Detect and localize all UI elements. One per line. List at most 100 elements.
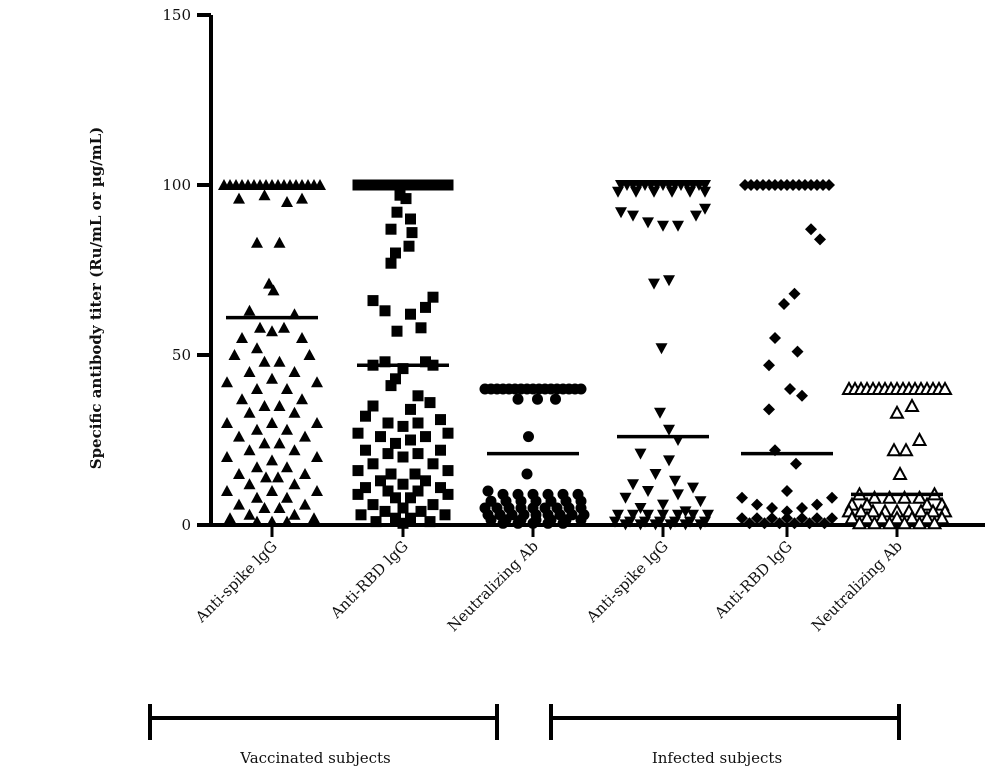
data-point [418, 179, 430, 191]
data-point [367, 499, 379, 511]
data-point [649, 469, 662, 480]
data-point [642, 217, 654, 229]
data-point [634, 519, 647, 531]
data-point [299, 468, 311, 479]
data-point [251, 236, 263, 248]
data-point [657, 499, 669, 511]
data-point [260, 471, 272, 483]
data-point [823, 179, 835, 191]
data-point [790, 457, 802, 470]
data-point [272, 471, 284, 483]
data-point [430, 179, 442, 191]
data-point [436, 179, 448, 191]
data-point [859, 510, 875, 525]
data-point [412, 448, 424, 460]
data-point [420, 301, 431, 313]
data-point [278, 321, 290, 333]
data-point [281, 383, 293, 394]
data-point [391, 206, 403, 218]
data-point [657, 509, 669, 521]
data-point [512, 393, 524, 405]
data-point [523, 431, 534, 443]
data-point [881, 489, 898, 504]
y-axis-label: Specific antibody titer (Ru/mL or µg/mL) [87, 127, 105, 470]
data-point [527, 517, 539, 529]
data-point [258, 437, 271, 449]
data-point [224, 512, 236, 524]
data-point [699, 186, 711, 198]
category-label: Neutralizing Ab [444, 537, 542, 635]
data-point [258, 189, 271, 201]
data-point [881, 515, 898, 530]
data-point [497, 517, 509, 529]
data-point [904, 510, 920, 525]
data-point [690, 210, 702, 222]
data-point [758, 517, 771, 530]
data-point [405, 434, 416, 446]
data-point [655, 343, 668, 355]
data-point [766, 512, 778, 525]
data-point [814, 233, 826, 246]
data-point [266, 417, 278, 428]
data-point [769, 332, 781, 344]
data-point [612, 509, 624, 521]
data-point [314, 179, 326, 190]
data-point [233, 192, 245, 204]
data-point [352, 179, 364, 191]
data-point [666, 186, 678, 198]
data-point [575, 383, 587, 395]
data-point [296, 332, 308, 343]
data-point [391, 325, 403, 337]
data-point [427, 458, 439, 470]
data-point [763, 359, 775, 372]
data-point [405, 213, 416, 225]
data-point [889, 404, 905, 419]
data-point [796, 512, 808, 525]
group-label: Infected subjects [652, 749, 782, 767]
data-point [937, 380, 953, 395]
data-point [672, 509, 684, 521]
data-point [512, 517, 524, 529]
data-point [412, 179, 424, 191]
data-point [228, 349, 241, 360]
data-point [397, 517, 409, 529]
data-point [648, 186, 660, 198]
data-point [663, 424, 675, 436]
data-point [258, 502, 271, 513]
data-point [911, 431, 928, 446]
data-point [420, 475, 431, 487]
data-point [424, 516, 436, 528]
data-point [420, 356, 431, 368]
data-point [299, 430, 311, 442]
data-point [550, 393, 561, 405]
data-point [360, 482, 371, 494]
category-labels: Anti-spike lgG Anti-RBD lgG Neutralizing A… [191, 537, 906, 635]
category-label: Anti-RBD lgG [326, 537, 411, 622]
data-point [311, 417, 323, 428]
data-point [405, 403, 416, 415]
data-point [925, 503, 941, 518]
data-point [400, 179, 412, 191]
data-point [654, 407, 666, 419]
data-point [355, 509, 367, 521]
data-point [648, 278, 660, 290]
data-point [281, 423, 293, 435]
data-point [296, 393, 308, 405]
data-point [243, 478, 256, 490]
data-point [615, 207, 627, 219]
data-point [390, 247, 401, 259]
data-point [412, 390, 424, 402]
data-point [664, 519, 677, 531]
data-point [684, 186, 696, 198]
data-point [233, 430, 245, 442]
data-point [390, 373, 401, 385]
data-point [694, 519, 707, 531]
data-point [390, 437, 401, 449]
data-point [299, 498, 311, 510]
data-point [405, 308, 416, 320]
data-point [859, 496, 875, 511]
data-point [699, 203, 711, 215]
data-point [781, 485, 793, 497]
data-point [243, 406, 256, 418]
data-point [934, 510, 950, 525]
